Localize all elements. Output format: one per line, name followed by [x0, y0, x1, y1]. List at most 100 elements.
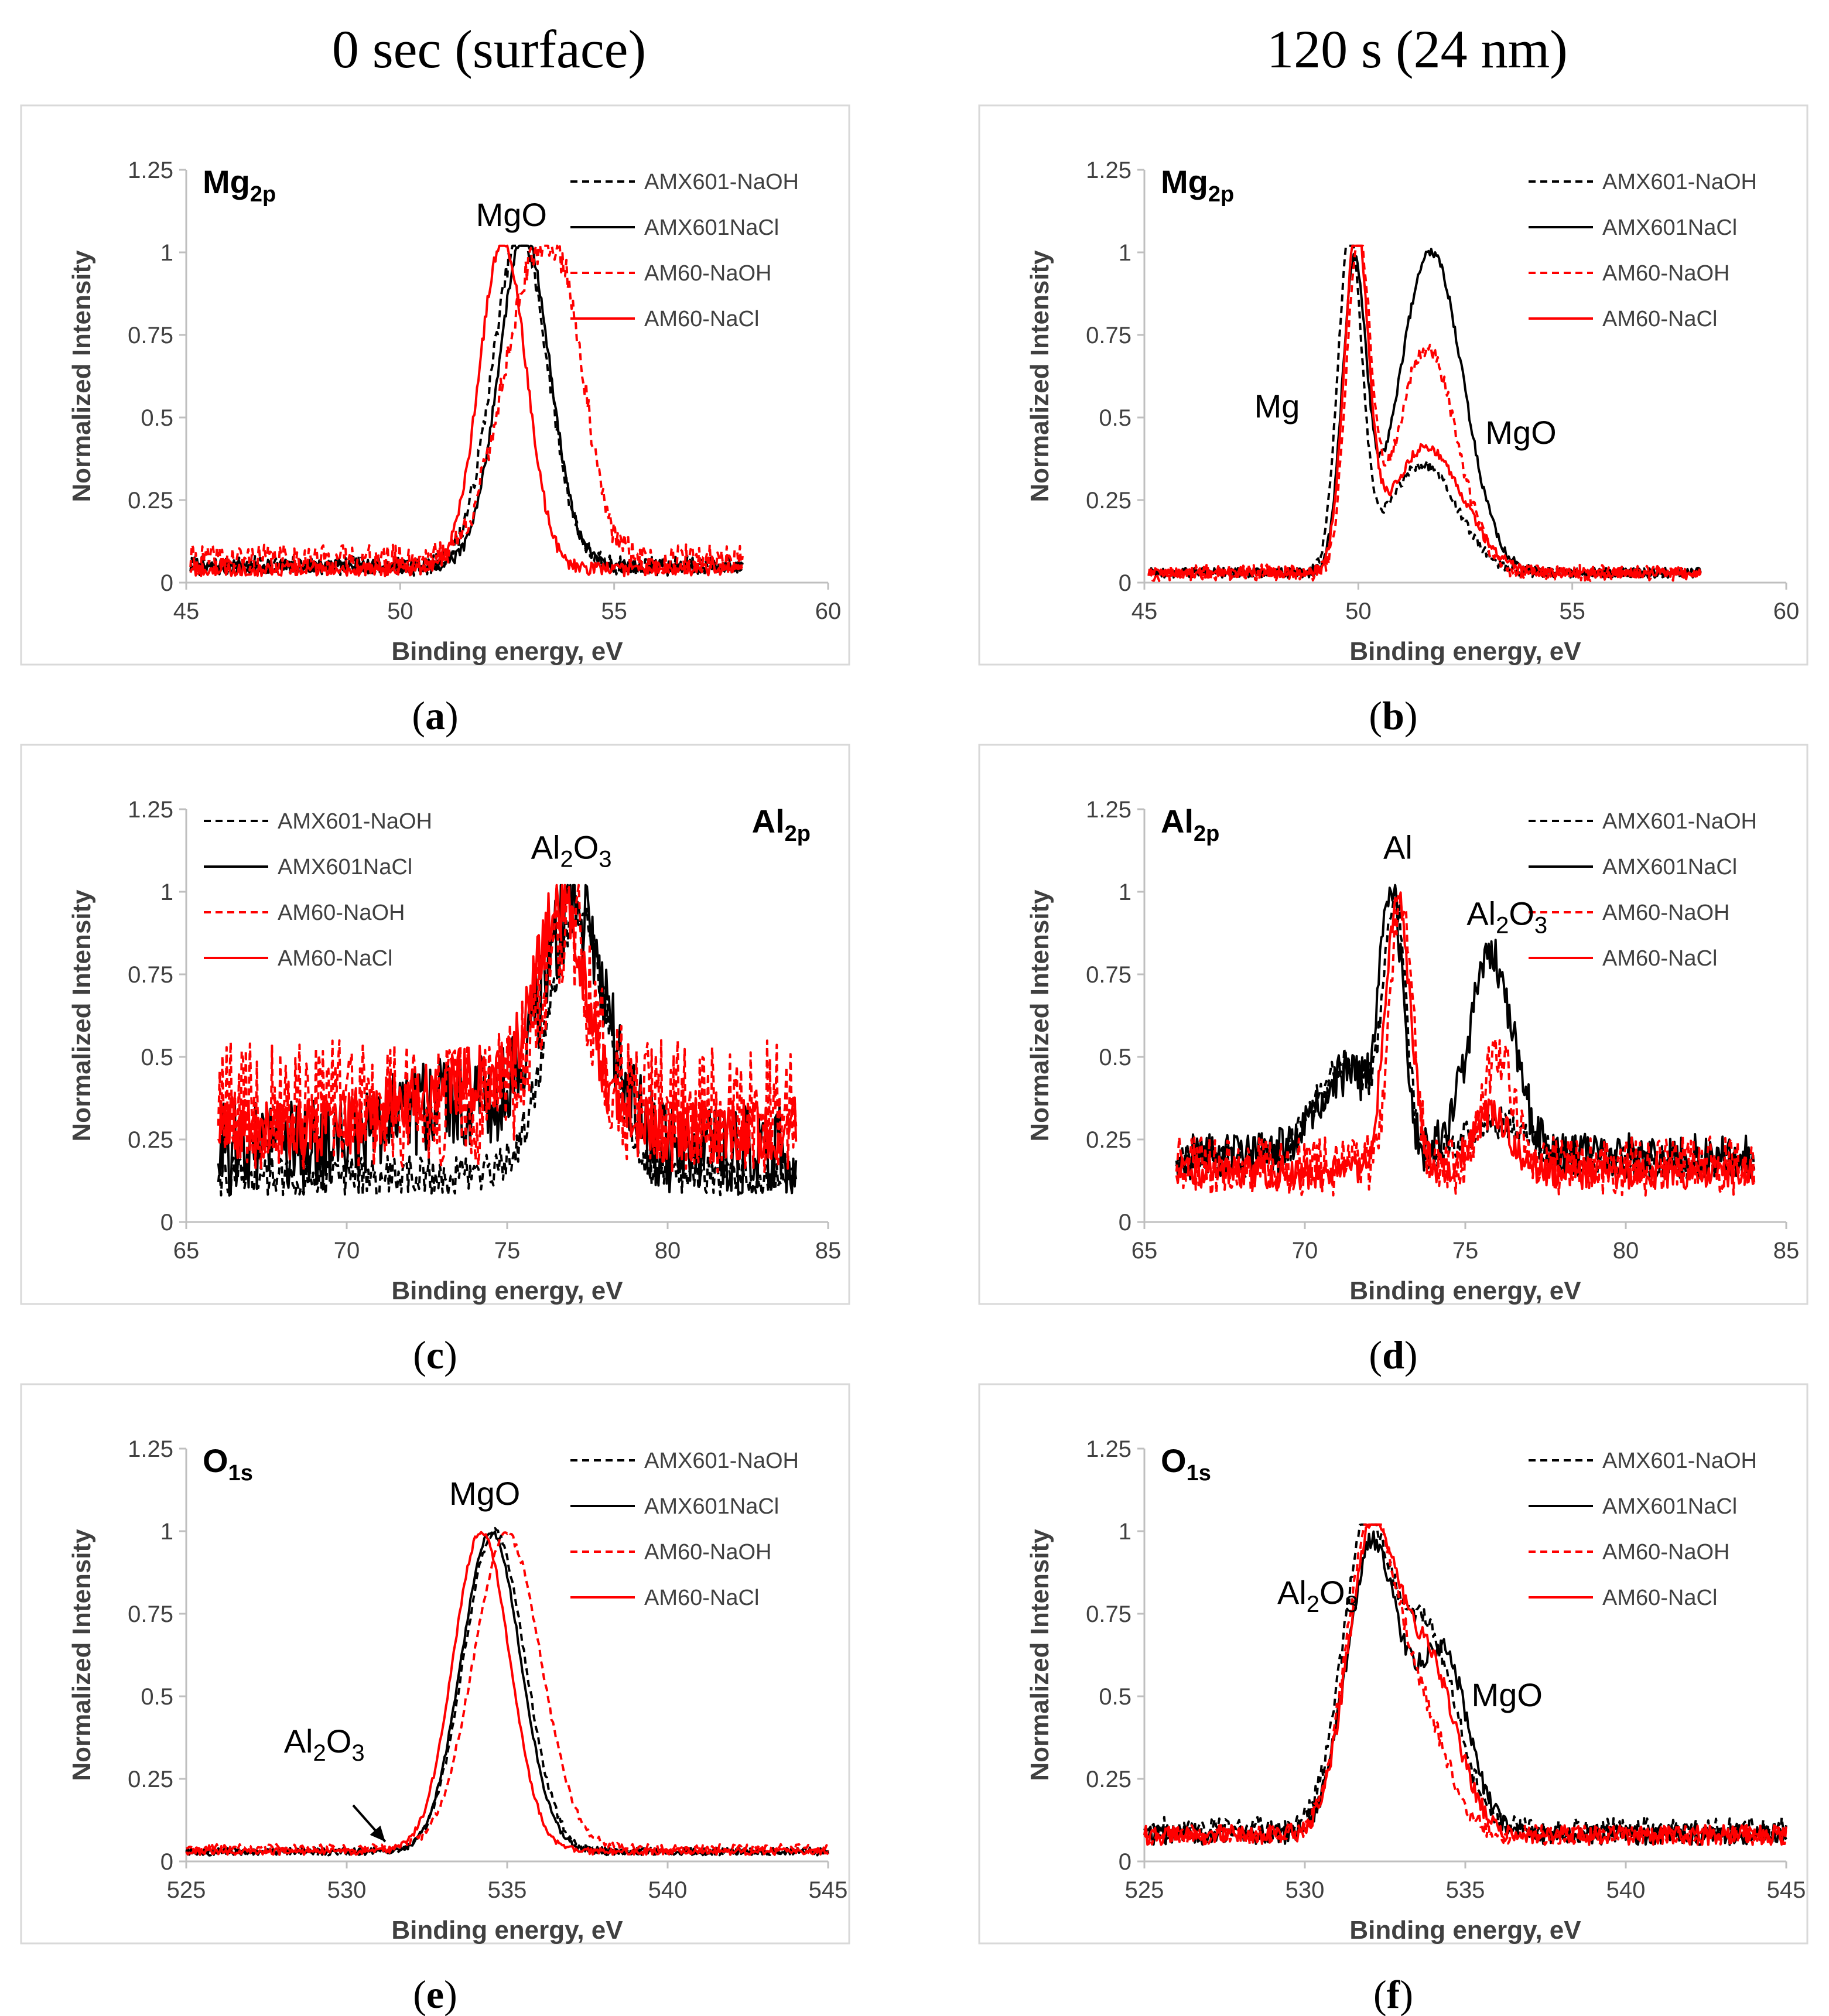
arrow-head: [370, 1825, 385, 1842]
annotation-main: Al: [1277, 1574, 1307, 1611]
element-label: O1s: [1161, 1442, 1211, 1486]
panel-caption: (a): [412, 693, 458, 738]
y-axis-label: Normalized Intensity: [67, 1529, 96, 1781]
x-tick-label: 45: [173, 598, 200, 624]
caption-close-paren: ): [1400, 1972, 1413, 2016]
caption-close-paren: ): [444, 1333, 457, 1377]
y-tick-label: 1.25: [128, 158, 173, 183]
panel-caption: (b): [1369, 693, 1417, 738]
y-tick-label: 1.25: [128, 797, 173, 823]
y-tick-label: 1.25: [1086, 797, 1131, 823]
caption-close-paren: ): [1404, 1333, 1418, 1377]
panel-c: 0 0.25 0.5 0.75 1 1.25 65 70 75 80 85 Binding energ…: [20, 744, 850, 1377]
series-line-AM60-NaCl: [185, 1531, 829, 1856]
series-line-AMX601-NaOH: [1147, 244, 1701, 579]
panel-d: 0 0.25 0.5 0.75 1 1.25 65 70 75 80 85 Binding energ…: [978, 744, 1809, 1377]
y-tick-label: 0: [160, 1210, 173, 1235]
peak-annotation: Al2O3: [531, 829, 612, 872]
annotation-main: Al: [1383, 829, 1413, 866]
x-tick-label: 80: [1613, 1238, 1639, 1264]
element-main: Mg: [1161, 163, 1208, 200]
y-axis-label: Normalized Intensity: [1025, 250, 1054, 502]
x-tick-label: 85: [1773, 1238, 1800, 1264]
annotation-sub2: 3: [1534, 912, 1547, 938]
y-tick-label: 0.25: [128, 1767, 173, 1792]
column-title-left: 0 sec (surface): [332, 19, 646, 79]
y-tick-label: 0.5: [1099, 1684, 1131, 1710]
element-label: Al2p: [1161, 803, 1219, 846]
x-tick-label: 60: [815, 598, 842, 624]
element-subscript: 1s: [228, 1461, 253, 1486]
series-line-AM60-NaCl: [1175, 891, 1755, 1190]
element-main: Al: [1161, 803, 1194, 840]
series-line-AM60-NaCl: [217, 884, 798, 1164]
legend-entry: AMX601-NaOH: [644, 1449, 799, 1473]
y-tick-label: 0: [1119, 1210, 1131, 1235]
annotation-sub: 2: [560, 847, 573, 872]
legend-entry: AM60-NaOH: [278, 901, 405, 925]
panel-frame: [978, 744, 1809, 1305]
series-line-AM60-NaCl: [189, 244, 743, 577]
x-tick-label: 530: [1286, 1877, 1325, 1903]
element-subscript: 2p: [785, 822, 811, 846]
element-label: Mg2p: [203, 163, 276, 207]
element-label: Al2p: [752, 803, 811, 846]
caption-letter: e: [426, 1972, 444, 2016]
y-tick-label: 0: [1119, 570, 1131, 596]
peak-annotation: Al2O3: [1277, 1574, 1358, 1617]
panel-caption: (f): [1373, 1972, 1413, 2016]
series-line-AM60-NaOH: [1175, 896, 1756, 1197]
legend-entry: AMX601NaCl: [644, 215, 779, 240]
caption-open-paren: (: [1373, 1972, 1387, 2016]
caption-close-paren: ): [1404, 693, 1418, 738]
y-tick-label: 0.75: [1086, 1601, 1131, 1627]
annotation-main: MgO: [1485, 414, 1556, 451]
annotation-main: Mg: [1254, 388, 1300, 425]
x-tick-label: 65: [1131, 1238, 1158, 1264]
y-tick-label: 0: [160, 570, 173, 596]
annotation-sub: 2: [1496, 912, 1509, 938]
x-tick-label: 545: [1767, 1877, 1806, 1903]
legend-entry: AM60-NaCl: [644, 307, 759, 331]
annotation-main: MgO: [449, 1475, 520, 1512]
y-tick-label: 0.5: [141, 1045, 173, 1070]
element-subscript: 2p: [1208, 182, 1234, 207]
panel-e: 0 0.25 0.5 0.75 1 1.25 525 530 535 540 545 Binding …: [20, 1383, 850, 2016]
legend-entry: AM60-NaCl: [278, 946, 392, 971]
legend-entry: AM60-NaOH: [1602, 261, 1730, 286]
caption-letter: f: [1387, 1972, 1401, 2016]
x-tick-label: 55: [601, 598, 627, 624]
peak-annotation: MgO: [1485, 414, 1556, 451]
x-tick-label: 525: [1125, 1877, 1164, 1903]
series-line-AM60-NaOH: [217, 884, 798, 1173]
x-tick-label: 50: [387, 598, 413, 624]
y-tick-label: 1: [160, 1519, 173, 1545]
panels: 0 0.25 0.5 0.75 1 1.25 45 50 55 60 Binding energy,…: [20, 104, 1809, 2016]
series-line-AM60-NaOH: [186, 1530, 829, 1854]
x-tick-label: 65: [173, 1238, 200, 1264]
x-tick-label: 535: [1446, 1877, 1485, 1903]
annotation-main: Al: [1466, 895, 1496, 932]
element-subscript: 2p: [1194, 822, 1219, 846]
caption-open-paren: (: [1369, 1333, 1382, 1377]
x-axis-label: Binding energy, eV: [1349, 1276, 1581, 1305]
y-tick-label: 0.5: [141, 1684, 173, 1710]
legend-entry: AMX601-NaOH: [278, 809, 432, 834]
y-tick-label: 1.25: [128, 1436, 173, 1462]
legend-entry: AM60-NaCl: [1602, 946, 1717, 971]
series-line-AM60-NaOH: [189, 244, 744, 576]
y-tick-label: 0.5: [141, 405, 173, 431]
y-axis-label: Normalized Intensity: [67, 889, 96, 1142]
y-tick-label: 0.75: [128, 1601, 173, 1627]
x-tick-label: 80: [655, 1238, 681, 1264]
annotation-sub2: 3: [1345, 1591, 1358, 1617]
x-tick-label: 525: [167, 1877, 206, 1903]
caption-close-paren: ): [444, 1972, 457, 2016]
legend-entry: AMX601NaCl: [1602, 1494, 1737, 1519]
x-tick-label: 85: [815, 1238, 842, 1264]
y-tick-label: 0.25: [1086, 1127, 1131, 1153]
caption-letter: c: [426, 1333, 444, 1377]
legend-entry: AMX601NaCl: [1602, 855, 1737, 879]
y-tick-label: 1: [160, 879, 173, 905]
